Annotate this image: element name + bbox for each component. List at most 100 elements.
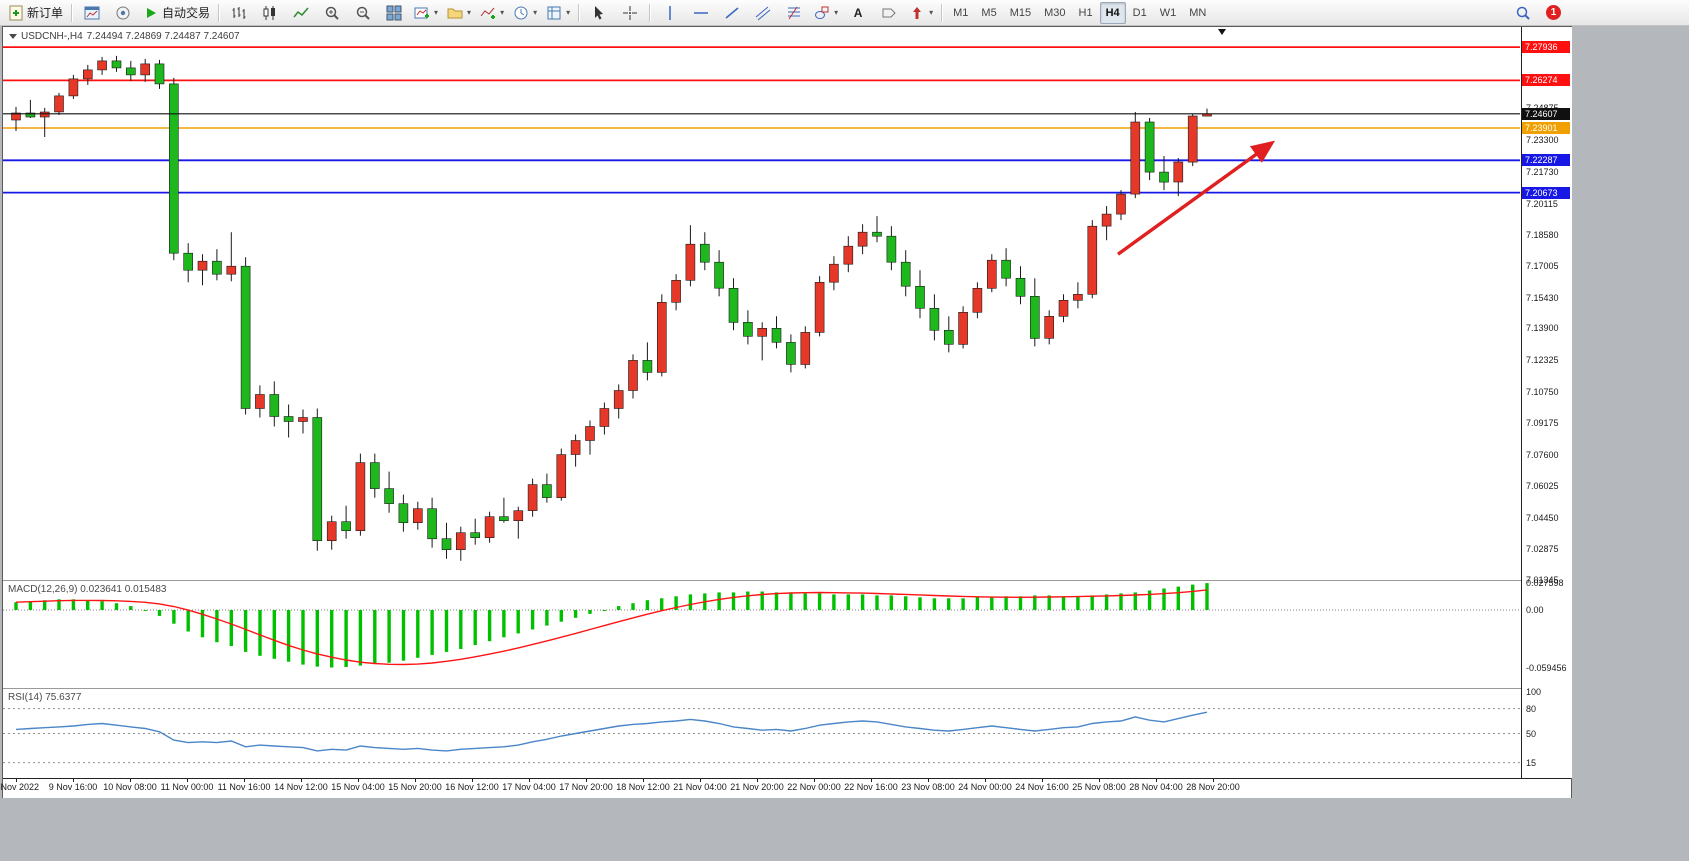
time-label: 9 Nov 16:00 — [48, 782, 98, 792]
tile-windows-button[interactable] — [379, 1, 409, 25]
macd-label: MACD(12,26,9) 0.023641 0.015483 — [8, 584, 166, 595]
fibonacci-button[interactable] — [779, 1, 809, 25]
timeframe-button-mn[interactable]: MN — [1189, 6, 1207, 19]
arrows-tool-button[interactable]: ▾ — [905, 1, 937, 25]
zoom-out-button[interactable] — [348, 1, 378, 25]
market-watch-button[interactable] — [108, 1, 138, 25]
auto-trading-button[interactable]: 自动交易 — [139, 1, 214, 25]
horizontal-line-button[interactable] — [686, 1, 716, 25]
text-tool-button[interactable]: A — [843, 1, 873, 25]
timeframe-button-m5[interactable]: M5 — [981, 6, 997, 19]
toolbar-right-group: 1 — [1508, 1, 1561, 25]
time-tick — [1099, 779, 1100, 782]
price-tick: 7.12325 — [1526, 354, 1559, 365]
chart-shift-marker[interactable] — [1218, 29, 1226, 35]
candlestick-chart-button[interactable] — [255, 1, 285, 25]
add-indicator-button[interactable]: ▾ — [476, 1, 508, 25]
macd-axis-label: 0.027598 — [1526, 578, 1564, 589]
bar-chart-icon — [231, 5, 247, 21]
rsi-panel[interactable] — [3, 690, 1520, 778]
zoom-in-button[interactable] — [317, 1, 347, 25]
price-level-badge: 7.26274 — [1522, 74, 1570, 87]
cursor-button[interactable] — [584, 1, 614, 25]
price-tick: 7.17005 — [1526, 261, 1559, 272]
label-tool-icon — [881, 5, 897, 21]
crosshair-icon — [622, 5, 638, 21]
channel-icon — [755, 5, 771, 21]
price-tick: 7.07600 — [1526, 449, 1559, 460]
time-tick — [187, 779, 188, 782]
timeframe-button-m1[interactable]: M1 — [953, 6, 969, 19]
price-tick: 7.01345 — [1526, 574, 1559, 585]
search-icon — [1515, 5, 1531, 21]
one-click-trading-arrow[interactable] — [9, 34, 17, 39]
dropdown-caret: ▾ — [929, 8, 934, 17]
time-tick — [871, 779, 872, 782]
bar-chart-button[interactable] — [224, 1, 254, 25]
time-tick — [643, 779, 644, 782]
toolbar-separator — [71, 3, 74, 22]
time-tick — [985, 779, 986, 782]
new-order-button[interactable]: 新订单 — [4, 1, 67, 25]
add-indicator-icon — [480, 5, 496, 21]
timeframe-button-d1[interactable]: D1 — [1132, 6, 1147, 19]
label-tool-button[interactable] — [874, 1, 904, 25]
macd-panel[interactable] — [3, 582, 1520, 688]
price-tick: 7.23300 — [1526, 135, 1559, 145]
timeframe-button-m15[interactable]: M15 — [1009, 6, 1032, 19]
timeframe-button-h4[interactable]: H4 — [1099, 1, 1126, 24]
shapes-icon — [814, 5, 830, 21]
chart-window-button[interactable] — [77, 1, 107, 25]
time-tick — [1213, 779, 1214, 782]
main-toolbar: 新订单 自动交易 — [0, 0, 1689, 26]
line-chart-button[interactable] — [286, 1, 316, 25]
dropdown-caret: ▾ — [533, 8, 538, 17]
vertical-line-button[interactable] — [655, 1, 685, 25]
rsi-axis-label: 15 — [1526, 757, 1537, 768]
cursor-icon — [591, 5, 607, 21]
time-label: 24 Nov 16:00 — [1015, 782, 1069, 792]
crosshair-button[interactable] — [615, 1, 645, 25]
time-label: 24 Nov 00:00 — [958, 782, 1012, 792]
time-label: 14 Nov 12:00 — [274, 782, 328, 792]
trendline-button[interactable] — [717, 1, 747, 25]
shapes-button[interactable]: ▾ — [810, 1, 842, 25]
search-button[interactable] — [1508, 1, 1538, 25]
panel-splitter[interactable] — [3, 688, 1571, 691]
candlestick-chart-icon — [262, 5, 278, 21]
periods-button[interactable]: ▾ — [509, 1, 541, 25]
price-chart[interactable] — [3, 28, 1520, 580]
timeframe-button-h1[interactable]: H1 — [1078, 6, 1093, 19]
text-tool-label: A — [853, 5, 863, 20]
symbol-period-label: USDCNH-,H4 — [21, 31, 83, 42]
panel-splitter[interactable] — [3, 580, 1571, 583]
templates-button[interactable]: ▾ — [542, 1, 574, 25]
toolbar-separator — [578, 3, 581, 22]
rsi-axis-label: 100 — [1526, 687, 1542, 697]
market-watch-icon — [115, 5, 131, 21]
timeframe-button-w1[interactable]: W1 — [1159, 6, 1177, 19]
toolbar-separator — [941, 3, 944, 22]
time-label: 17 Nov 20:00 — [559, 782, 613, 792]
price-tick: 7.15430 — [1526, 292, 1559, 303]
time-label: 23 Nov 08:00 — [901, 782, 955, 792]
macd-axis-label: 0.00 — [1526, 605, 1544, 615]
new-order-icon — [8, 5, 24, 21]
time-tick — [529, 779, 530, 782]
channel-button[interactable] — [748, 1, 778, 25]
price-tick: 7.18580 — [1526, 229, 1559, 240]
toolbar-separator — [218, 3, 221, 22]
macd-histogram — [14, 583, 1209, 668]
dropdown-caret: ▾ — [434, 8, 439, 17]
price-level-badge: 7.22287 — [1522, 154, 1570, 167]
new-chart-button[interactable]: ▾ — [410, 1, 442, 25]
time-tick — [472, 779, 473, 782]
time-label: 17 Nov 04:00 — [502, 782, 556, 792]
notification-badge[interactable]: 1 — [1546, 5, 1561, 20]
profiles-button[interactable]: ▾ — [443, 1, 475, 25]
timeframe-button-m30[interactable]: M30 — [1044, 6, 1066, 19]
rsi-line — [15, 711, 1208, 752]
time-label: 21 Nov 04:00 — [673, 782, 727, 792]
price-axis[interactable]: 7.248757.233007.217307.201157.185807.170… — [1521, 27, 1572, 778]
